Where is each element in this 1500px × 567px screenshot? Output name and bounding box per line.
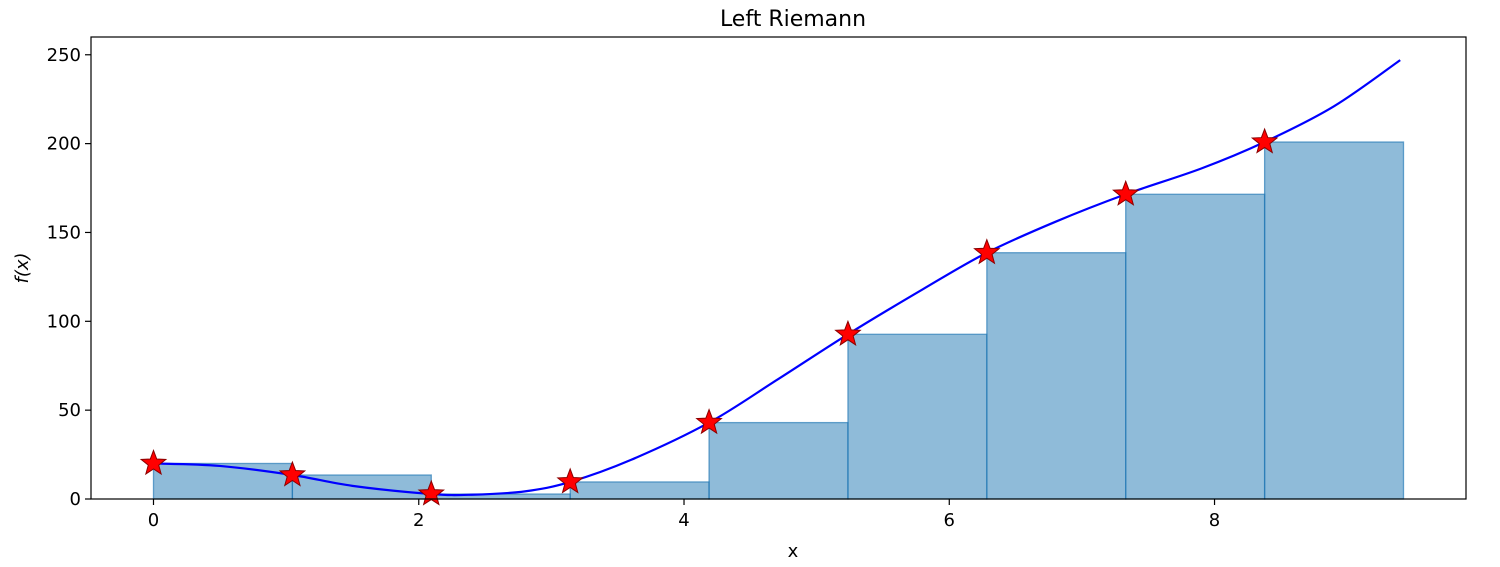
- endpoint-star-marker: [1250, 127, 1279, 154]
- x-axis-label: x: [788, 541, 799, 562]
- riemann-bar: [569, 481, 710, 500]
- riemann-bars: [152, 141, 1405, 500]
- y-axis-ticks: 0 50 100 150 200 250: [47, 45, 91, 510]
- x-tick-label: 0: [148, 510, 159, 531]
- chart-title: Left Riemann: [720, 7, 866, 32]
- endpoint-star-marker: [695, 408, 723, 435]
- riemann-bar: [847, 333, 988, 500]
- endpoint-star-marker: [973, 238, 1001, 265]
- y-tick-label: 250: [47, 45, 81, 66]
- x-axis-ticks: 0 2 4 6 8: [148, 499, 1220, 531]
- x-tick-label: 4: [678, 510, 689, 531]
- y-tick-label: 150: [47, 222, 81, 243]
- x-tick-label: 2: [413, 510, 424, 531]
- endpoint-star-marker: [556, 467, 584, 494]
- riemann-bar: [152, 462, 294, 500]
- endpoint-star-marker: [834, 319, 862, 346]
- y-tick-label: 200: [47, 134, 81, 155]
- riemann-bar: [708, 421, 849, 500]
- y-tick-label: 50: [58, 400, 81, 421]
- riemann-bar: [1125, 193, 1266, 500]
- endpoint-star-marker: [1112, 179, 1140, 206]
- x-tick-label: 6: [944, 510, 955, 531]
- y-axis-label: f(x): [12, 252, 33, 283]
- y-tick-label: 100: [47, 311, 81, 332]
- x-tick-label: 8: [1209, 510, 1220, 531]
- endpoint-star-marker: [139, 449, 168, 476]
- function-curve-layer: [153, 59, 1401, 497]
- riemann-bar: [986, 252, 1127, 500]
- endpoint-markers: [139, 127, 1279, 506]
- endpoint-star-marker: [278, 460, 307, 487]
- y-tick-label: 0: [70, 489, 81, 510]
- plot-frame: [90, 36, 1467, 500]
- function-curve: [153, 59, 1401, 497]
- riemann-bar: [1263, 141, 1405, 500]
